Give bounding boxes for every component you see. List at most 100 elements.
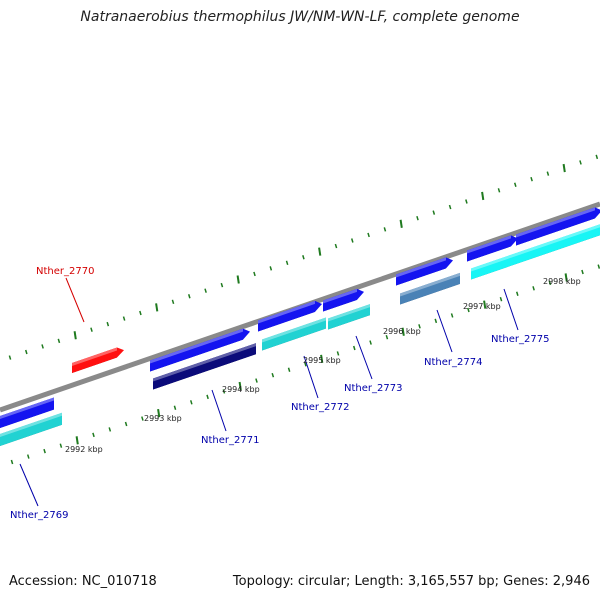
gene-label[interactable]: Nther_2770 [36,266,94,277]
outer-tick-mark [122,316,126,321]
feature-highlight [328,304,370,322]
inner-tick-mark [581,269,584,275]
gene-label[interactable]: Nther_2773 [344,383,402,394]
gene-nther-2774-feature[interactable] [400,272,460,305]
outer-tick-mark [350,238,354,243]
inner-tick-mark [418,324,421,329]
inner-tick-mark [369,340,372,345]
feature-body [396,257,453,286]
outer-tick-mark [106,321,110,327]
callout-line [303,355,319,399]
feature-highlight [400,272,460,297]
inner-tick-mark [499,296,503,302]
feature-highlight [72,347,117,366]
inner-tick-mark [10,459,14,465]
outer-tick-mark [448,204,452,210]
outer-tick-mark [579,160,582,165]
outer-tick-mark [497,188,501,193]
outer-tick-mark [416,215,419,221]
scale-label: 2995 kbp [303,356,341,365]
feature-highlight [150,328,243,364]
inner-tick-mark [564,273,568,282]
inner-tick-mark [401,327,405,336]
inner-tick-mark [75,436,79,445]
scale-label: 2993 kbp [144,414,182,423]
gene-nther-2769-feature[interactable] [0,397,54,428]
inner-tick-mark [450,313,454,318]
inner-tick-mark [108,427,112,432]
gene-blue-feature[interactable] [396,257,453,286]
feature-body [258,300,322,332]
feature-highlight [258,300,315,324]
gene-nther-2771-feature[interactable] [153,343,256,390]
outer-tick-mark [595,154,599,160]
gene-nther-2773-feature[interactable] [328,304,370,330]
inner-tick-mark [255,378,258,383]
outer-tick-mark [318,247,322,256]
outer-tick-mark [90,327,93,332]
outer-tick-mark [155,303,159,312]
gene-blue-feature[interactable] [467,235,518,262]
inner-tick-mark [597,264,600,269]
inner-tick-mark [124,421,128,427]
outer-tick-mark [530,176,533,182]
inner-tick-mark [206,394,209,400]
callout-line [436,309,453,353]
feature-body [516,207,600,246]
inner-tick-mark [173,405,177,410]
inner-tick-mark [320,354,324,364]
map-title: Natranaerobius thermophilus JW/NM-WN-LF,… [80,9,520,25]
feature-highlight [153,343,256,382]
inner-tick-mark [222,389,226,394]
gene-label[interactable]: Nther_2774 [424,357,482,368]
gene-nther-2770-feature[interactable] [72,347,124,373]
scale-label: 2992 kbp [65,445,103,454]
inner-tick-mark [434,318,438,324]
gene-nther-2769b-feature[interactable] [0,412,62,446]
gene-blue-feature[interactable] [150,328,250,372]
feature-body [323,288,364,312]
inner-tick-mark [304,362,307,367]
gene-blue-feature[interactable] [323,288,364,312]
gene-label[interactable]: Nther_2769 [10,510,68,521]
gene-label[interactable]: Nther_2775 [491,334,549,345]
outer-tick-mark [8,355,12,360]
outer-tick-mark [546,171,550,176]
outer-tick-mark [302,255,305,260]
outer-tick-mark [171,299,175,305]
inner-tick-mark [141,416,144,421]
callout-line [19,463,39,507]
feature-body [0,397,54,428]
outer-tick-mark [253,271,256,277]
feature-highlight [0,412,62,437]
gene-label[interactable]: Nther_2772 [291,402,349,413]
accession-text: Accession: NC_010718 [9,574,157,589]
feature-highlight [396,257,446,278]
gene-nther-2772-feature[interactable] [262,317,326,351]
inner-tick-mark [238,381,242,391]
scale-label: 2996 kbp [383,327,421,336]
outer-tick-mark [367,232,370,238]
callout-line [211,389,227,432]
gene-features [0,207,600,446]
gene-blue-feature[interactable] [516,207,600,246]
feature-highlight [471,224,600,272]
scale-label: 2994 kbp [222,385,260,394]
inner-tick-mark [59,443,63,448]
feature-highlight [262,317,326,343]
gene-nther-2775-feature[interactable] [471,224,600,280]
gene-label[interactable]: Nther_2771 [201,435,259,446]
feature-body [150,328,250,372]
gene-blue-feature[interactable] [258,300,322,332]
outer-tick-mark [334,243,338,249]
feature-highlight [516,207,595,238]
outer-tick-mark [187,294,191,299]
scale-labels: 2992 kbp 2993 kbp 2994 kbp 2995 kbp 2996 kbp… [65,277,581,454]
callout-line [65,277,85,323]
inner-tick-mark [26,454,30,459]
outer-tick-mark [383,227,387,232]
outer-tick-mark [285,260,289,266]
inner-tick-mark [189,400,193,405]
outer-tick-mark [399,219,403,228]
